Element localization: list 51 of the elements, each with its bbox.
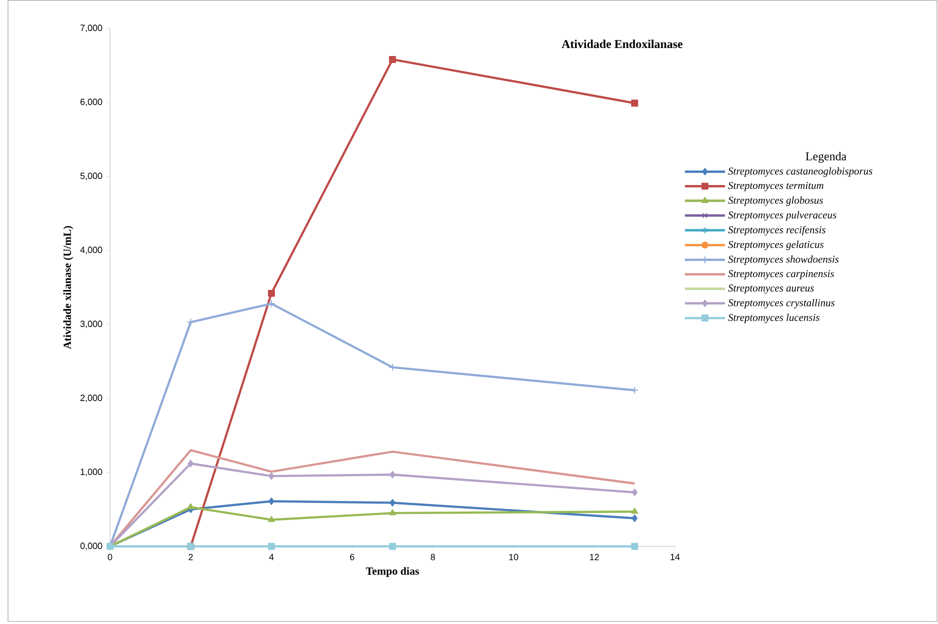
y-tick-label: 5,000 [80, 172, 102, 180]
point [631, 99, 638, 106]
point [631, 542, 638, 550]
y-tick-label: 0,000 [80, 542, 102, 550]
x-tick-label: 10 [509, 554, 518, 560]
point [268, 290, 275, 297]
x-tick-label: 8 [430, 554, 435, 560]
legend-label: Streptomyces crystallinus [728, 298, 835, 308]
y-tick-label: 7,000 [80, 24, 102, 32]
legend-label: Streptomyces termitum [728, 182, 824, 191]
y-tick-label: 3,000 [80, 320, 102, 328]
point [187, 503, 194, 510]
point [268, 497, 274, 505]
x-tick-label: 2 [188, 554, 193, 560]
point [268, 472, 274, 480]
legend-label: Streptomyces carpinensis [728, 270, 834, 280]
y-tick-label: 6,000 [80, 98, 102, 106]
y-tick-label: 1,000 [80, 468, 102, 476]
point [631, 508, 638, 514]
legend-label: Streptomyces castaneoglobisporus [728, 167, 872, 177]
legend-label: Streptomyces aureus [728, 284, 814, 294]
point [389, 542, 396, 550]
point [267, 299, 276, 308]
x-axis-title: Tempo dias [366, 566, 419, 577]
point [632, 514, 638, 522]
y-tick-label: 2,000 [80, 394, 102, 402]
point [388, 363, 396, 372]
point [268, 542, 275, 550]
legend-label: Streptomyces globosus [728, 196, 823, 206]
point [632, 488, 638, 496]
legend-title: Legenda [806, 152, 846, 163]
point [389, 56, 396, 63]
text: Atividade Endoxilanase [562, 39, 682, 48]
point [390, 498, 396, 506]
y-axis-title: Atividade xilanase (U/mL) [63, 226, 74, 349]
legend-label: Streptomyces pulveraceus [728, 210, 836, 220]
point [186, 318, 195, 326]
point [389, 509, 396, 516]
legend-label: Streptomyces recifensis [728, 226, 826, 236]
legend-label: Streptomyces showdoensis [728, 255, 839, 265]
x-tick-label: 12 [590, 554, 599, 560]
y-tick-label: 4,000 [80, 246, 102, 254]
x-tick-label: 14 [670, 554, 680, 560]
x-tick-label: 0 [108, 554, 112, 560]
point [188, 460, 194, 468]
x-tick-label: 6 [350, 554, 354, 560]
legend-label: Streptomyces lucensis [728, 313, 820, 323]
point [390, 470, 396, 478]
point [268, 516, 275, 522]
x-tick-label: 4 [269, 554, 274, 560]
legend-label: Streptomyces gelaticus [728, 240, 824, 250]
